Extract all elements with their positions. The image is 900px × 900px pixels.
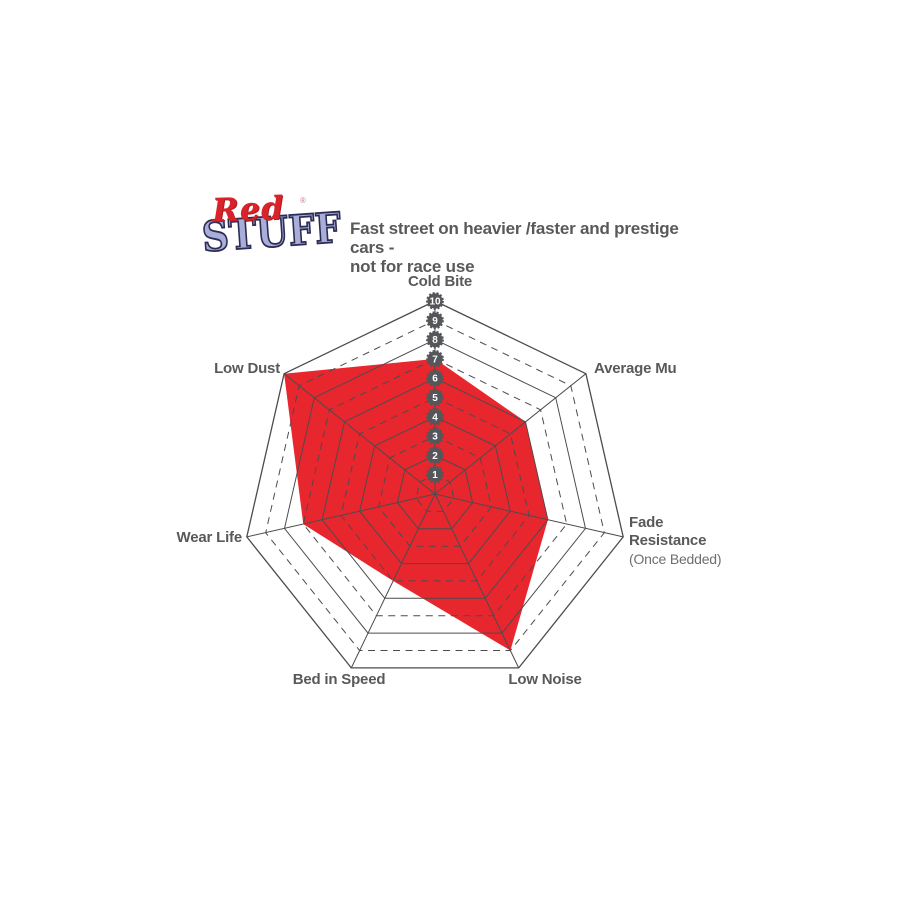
radar-spoke-wear-life (246, 493, 436, 538)
axis-label-bed-in-speed: Bed in Speed (292, 671, 386, 688)
chart-title-line1: Fast street on heavier /faster and prest… (350, 219, 679, 257)
axis-label-wear-life: Wear Life (176, 529, 243, 546)
scale-badge-2 (426, 446, 444, 465)
scale-badge-label-2: 2 (432, 451, 438, 462)
radar-ring-6 (321, 377, 549, 599)
scale-badge-label-3: 3 (432, 432, 438, 443)
radar-ring-9 (265, 319, 605, 651)
chart-title-line2: not for race use (350, 257, 475, 276)
logo-word-red: Red (211, 188, 285, 230)
axis-label-fade-resistance: Fade Resistance (Once Bedded) (629, 514, 729, 568)
axis-label-low-noise: Low Noise (508, 671, 582, 688)
scale-badge-label-6: 6 (432, 374, 438, 385)
chart-title: Fast street on heavier /faster and prest… (350, 219, 680, 276)
axis-label-fade-resistance-name: Fade Resistance (629, 514, 707, 549)
radar-ring-8 (283, 339, 587, 634)
scale-badge-label-8: 8 (432, 335, 438, 346)
redstuff-logo: Red STUFF ® (200, 188, 344, 272)
radar-spoke-low-dust (283, 373, 436, 495)
radar-spoke-bed-in-speed (350, 493, 436, 669)
axis-label-cold-bite: Cold Bite (407, 273, 473, 290)
axis-label-fade-resistance-note: (Once Bedded) (629, 551, 722, 567)
scale-badge-6 (426, 369, 444, 388)
radar-spoke-fade-resistance (434, 493, 624, 538)
scale-badge-label-5: 5 (432, 393, 438, 404)
radar-spoke-low-noise (434, 493, 520, 669)
scale-badge-label-1: 1 (432, 470, 438, 481)
radar-spoke-average-mu (434, 373, 587, 495)
scale-badge-label-9: 9 (432, 316, 438, 327)
radar-ring-5 (340, 396, 530, 582)
scale-badge-7 (426, 349, 444, 368)
axis-label-average-mu: Average Mu (594, 360, 677, 377)
scale-badge-1 (426, 465, 444, 484)
scale-badge-10 (426, 292, 444, 310)
scale-badge-5 (426, 388, 444, 407)
scale-badge-label-10: 10 (429, 297, 441, 308)
scale-badge-label-4: 4 (432, 412, 438, 423)
axis-label-low-dust: Low Dust (214, 360, 280, 377)
scale-badge-8 (426, 330, 444, 349)
series-polygon-redstuff (284, 358, 548, 651)
radar-ring-2 (396, 454, 474, 530)
radar-ring-10 (246, 300, 624, 669)
scale-badge-9 (426, 311, 444, 330)
scale-badge-4 (426, 407, 444, 426)
registered-trademark-icon: ® (300, 196, 306, 205)
scale-badge-label-7: 7 (432, 354, 438, 365)
radar-ring-3 (378, 435, 492, 547)
scale-badge-3 (426, 427, 444, 445)
radar-ring-4 (359, 416, 511, 565)
